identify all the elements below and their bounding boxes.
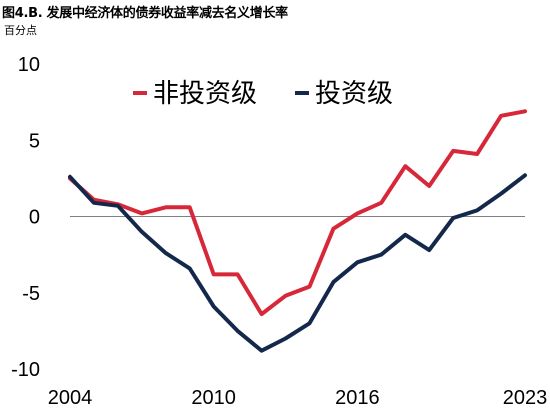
y-tick-label: -5 xyxy=(22,283,40,305)
x-tick-label: 2016 xyxy=(335,387,380,409)
y-tick-label: 10 xyxy=(18,54,40,76)
x-tick-label: 2023 xyxy=(503,387,548,409)
chart-title: 图4.B. 发展中经济体的债券收益率减去名义增长率 xyxy=(2,6,288,21)
y-tick-label: -10 xyxy=(11,359,40,381)
series-line-non-investment-grade xyxy=(68,109,527,317)
legend-label: 非投资级 xyxy=(153,79,257,109)
x-tick-label: 2010 xyxy=(191,387,236,409)
y-tick-label: 5 xyxy=(29,130,40,152)
legend-label: 投资级 xyxy=(315,79,393,109)
x-tick-label: 2004 xyxy=(48,387,93,409)
series-line-investment-grade xyxy=(68,173,527,353)
y-axis-unit-label: 百分点 xyxy=(4,24,37,37)
y-tick-label: 0 xyxy=(29,207,40,229)
